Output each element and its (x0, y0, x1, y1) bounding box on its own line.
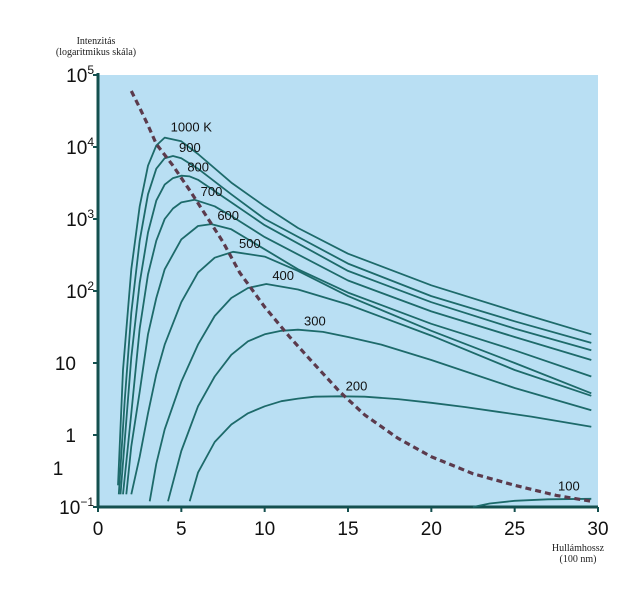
x-ticks: 0 5 10 15 20 25 30 (93, 507, 609, 540)
curve-900 (117, 155, 592, 495)
curve-400 (148, 283, 592, 502)
curve-label: 800 (187, 160, 209, 175)
curve-label: 600 (217, 208, 239, 223)
curve-label: 200 (346, 378, 368, 393)
x-tick-label: 15 (337, 519, 358, 540)
y-tick-label: 105 (66, 63, 94, 87)
x-tick-label: 30 (587, 519, 608, 540)
y-axis-title-line-2: (logaritmikus skála) (56, 47, 136, 58)
curve-label: 500 (239, 236, 261, 251)
curve-label: 900 (179, 140, 201, 155)
curve-100 (472, 497, 592, 508)
x-tick-label: 10 (254, 519, 275, 540)
y-tick-label: 104 (66, 135, 94, 159)
curve-600 (125, 223, 592, 495)
y-tick-label: 1 (65, 426, 76, 447)
x-axis-title-line-1: Hullámhossz (552, 543, 605, 554)
plot-background (98, 75, 598, 507)
curve-label: 400 (272, 268, 294, 283)
y-tick-label: 103 (66, 207, 94, 231)
y-axis-title: Intenzitás (logaritmikus skála) (56, 36, 136, 58)
curve-300 (167, 328, 592, 502)
y-axis-title-line-1: Intenzitás (77, 36, 116, 47)
curve-200 (188, 395, 592, 502)
curve-700 (122, 198, 592, 495)
y-tick-label: 10−1 (59, 495, 94, 519)
curve-label: 700 (201, 184, 223, 199)
curve-label: 100 (558, 478, 580, 493)
stray-axis-label: 1 (53, 459, 64, 480)
curve-1000-k (117, 136, 592, 486)
peak-wavelength-line (129, 90, 592, 503)
x-axis-title: Hullámhossz (100 nm) (552, 543, 605, 565)
x-tick-label: 25 (504, 519, 525, 540)
x-tick-label: 0 (93, 519, 104, 540)
y-tick-label: 10 (55, 354, 76, 375)
curve-500 (130, 250, 592, 495)
x-tick-label: 5 (176, 519, 187, 540)
curve-800 (119, 174, 592, 495)
y-tick-label: 102 (66, 279, 94, 303)
curve-label: 300 (304, 314, 326, 329)
curve-label: 1000 K (171, 120, 213, 135)
x-axis-title-line-2: (100 nm) (560, 554, 597, 565)
x-tick-label: 20 (421, 519, 442, 540)
temperature-curves (117, 136, 592, 508)
